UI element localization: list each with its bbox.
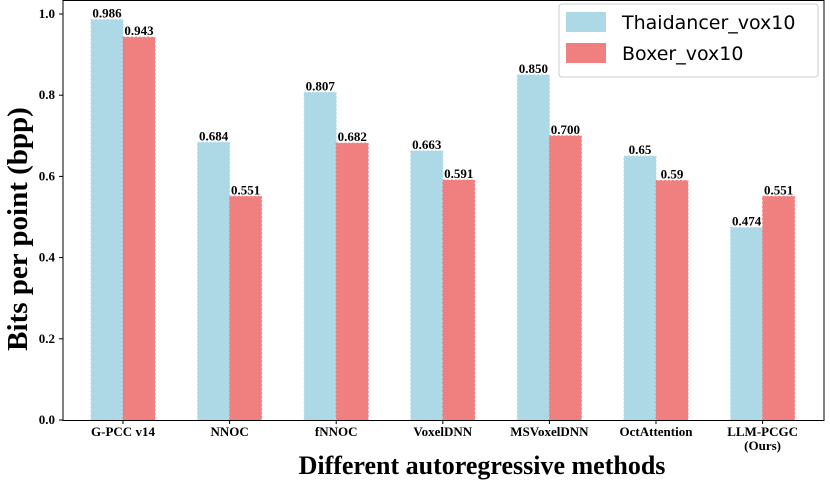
bar-boxer xyxy=(655,179,689,421)
x-tick-label: NNOC xyxy=(210,424,248,439)
bars-layer xyxy=(90,19,796,421)
bar-thaidancer xyxy=(730,227,764,421)
x-axis: G-PCC v14 NNOC fNNOC VoxelDNN MSVoxelDNN OctA… xyxy=(91,420,798,453)
data-label: 0.943 xyxy=(124,23,154,38)
x-tick-label: LLM-PCGC (Ours) xyxy=(727,424,798,453)
y-tick-label: 0.0 xyxy=(39,412,55,427)
bar-boxer xyxy=(335,142,369,421)
legend: Thaidancer_vox10 Boxer_vox10 xyxy=(558,3,819,78)
legend-label: Boxer_vox10 xyxy=(622,43,743,65)
bar-thaidancer xyxy=(516,74,550,421)
data-label: 0.59 xyxy=(661,166,684,181)
bar-boxer xyxy=(122,36,156,421)
data-label: 0.551 xyxy=(231,182,260,197)
x-tick-label: G-PCC v14 xyxy=(91,424,155,439)
y-tick-label: 1.0 xyxy=(39,6,55,21)
data-label: 0.591 xyxy=(444,166,473,181)
bar-thaidancer xyxy=(410,150,444,421)
data-label: 0.65 xyxy=(629,142,652,157)
x-axis-title: Different autoregressive methods xyxy=(299,451,666,480)
data-label: 0.807 xyxy=(306,78,336,93)
legend-swatch xyxy=(566,12,606,32)
x-tick-label: MSVoxelDNN xyxy=(510,424,589,439)
data-label: 0.986 xyxy=(92,6,122,21)
y-tick-label: 0.6 xyxy=(39,168,56,183)
x-tick-label: OctAttention xyxy=(620,424,694,439)
data-label: 0.474 xyxy=(732,214,762,229)
bar-thaidancer xyxy=(90,19,124,421)
bar-boxer xyxy=(442,179,476,421)
y-axis-title: Bits per point (bpp) xyxy=(2,107,34,351)
data-label: 0.682 xyxy=(338,129,367,144)
bar-boxer xyxy=(548,135,582,421)
plot-frame xyxy=(62,0,825,421)
legend-box xyxy=(558,3,819,78)
data-label: 0.850 xyxy=(519,61,548,76)
bar-thaidancer xyxy=(197,141,231,421)
y-axis: 0.0 0.2 0.4 0.6 0.8 1.0 xyxy=(39,6,63,427)
y-tick-label: 0.8 xyxy=(39,87,56,102)
y-tick-label: 0.2 xyxy=(39,331,55,346)
bar-thaidancer xyxy=(623,155,657,421)
data-label: 0.684 xyxy=(199,128,229,143)
y-tick-label: 0.4 xyxy=(39,250,56,265)
data-label: 0.551 xyxy=(764,182,793,197)
x-tick-label: fNNOC xyxy=(315,424,358,439)
bar-boxer xyxy=(229,195,263,421)
legend-swatch xyxy=(566,43,606,63)
x-tick-label: VoxelDNN xyxy=(413,424,472,439)
data-label: 0.700 xyxy=(551,122,580,137)
bar-thaidancer xyxy=(303,91,337,421)
bar-boxer xyxy=(762,195,796,421)
legend-label: Thaidancer_vox10 xyxy=(621,12,795,34)
data-label: 0.663 xyxy=(412,137,442,152)
